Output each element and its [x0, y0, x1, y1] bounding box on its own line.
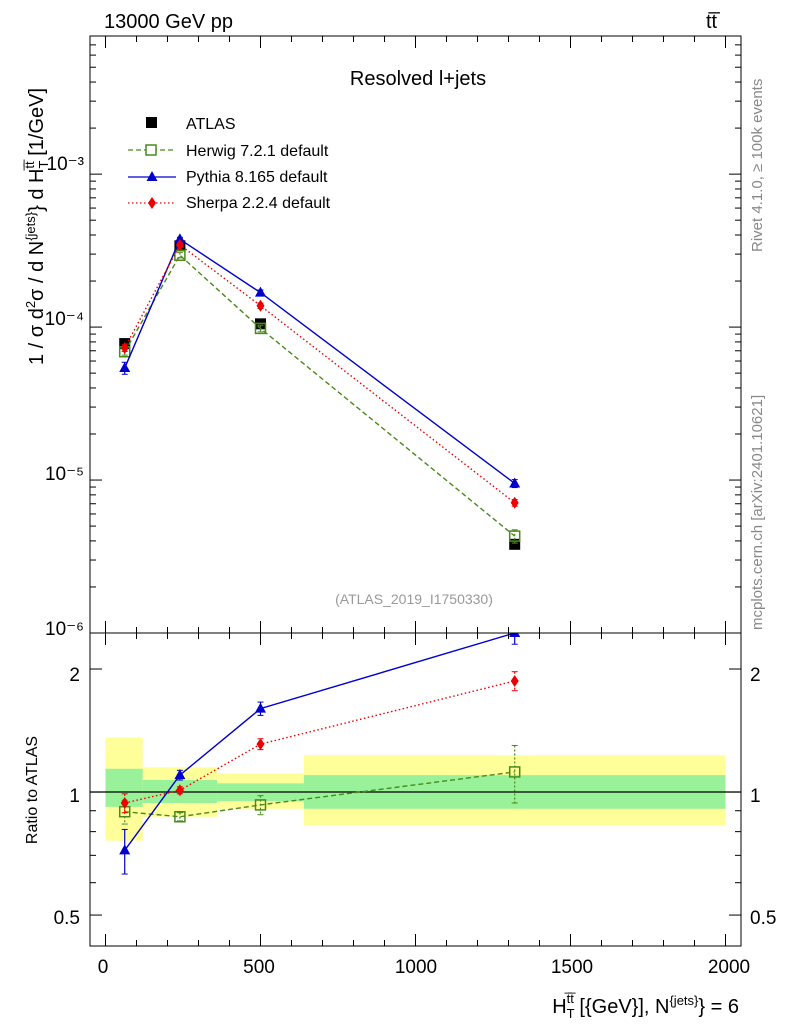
ratio-point-pythia: [119, 844, 131, 855]
ratio-y-tick-label: 0.5: [54, 908, 80, 929]
main-title: Resolved l+jets: [350, 68, 486, 90]
legend-marker-herwig: [145, 144, 157, 156]
ratio-point-sherpa: [256, 738, 265, 751]
legend-label-sherpa: Sherpa 2.2.4 default: [186, 195, 331, 212]
main-y-tick-label: 10⁻⁵: [45, 464, 84, 485]
ratio-y-tick-label: 1: [69, 786, 80, 807]
x-tick-label: 1500: [551, 957, 593, 978]
energy-label: 13000 GeV pp: [104, 11, 233, 33]
x-tick-label: 2000: [708, 957, 750, 978]
main-point-pythia: [255, 286, 266, 297]
ratio-y-tick-labels-right: 0.5 1 2: [750, 665, 776, 929]
main-y-tick-label: 10⁻³: [47, 154, 85, 175]
ratio-point-pythia: [255, 702, 266, 713]
analysis-id: (ATLAS_2019_I1750330): [335, 591, 493, 607]
ratio-y-tick-labels-left: 0.5 1 2: [54, 665, 80, 929]
legend: ATLAS Herwig 7.2.1 default Pythia 8.165 …: [128, 116, 331, 212]
ratio-panel: Ratio to ATLAS 0.5 1 2 0.5 1 2 0 500 100…: [24, 632, 776, 1021]
ratio-line-sherpa: [124, 680, 515, 804]
main-panel: Resolved l+jets (ATLAS_2019_I1750330) 1 …: [22, 35, 742, 640]
x-tick-labels: 0 500 1000 1500 2000: [98, 957, 750, 978]
main-line-herwig: [124, 254, 516, 537]
ratio-point-herwig: [254, 799, 267, 811]
legend-label-herwig: Herwig 7.2.1 default: [186, 143, 329, 160]
main-point-sherpa: [120, 341, 129, 354]
ratio-point-pythia: [174, 769, 186, 780]
x-tick-label: 1000: [395, 957, 437, 978]
ratio-point-sherpa: [510, 674, 519, 687]
main-y-tick-label: 10⁻⁶: [45, 619, 84, 640]
main-y-label: 1 / σ d2σ / d N{jets}} d HTt̅t̅ [1/GeV]: [22, 88, 51, 365]
ratio-point-pythia: [509, 633, 521, 637]
legend-label-pythia: Pythia 8.165 default: [186, 169, 328, 186]
main-point-sherpa: [256, 299, 265, 312]
main-point-atlas: [509, 538, 521, 550]
main-point-pythia: [509, 477, 521, 488]
ratio-point-herwig: [174, 811, 186, 823]
ratio-y-tick-label-right: 1: [750, 786, 761, 807]
x-tick-label: 0: [98, 957, 109, 978]
ratio-line-herwig: [124, 771, 515, 818]
legend-marker-pythia: [146, 171, 158, 181]
main-point-sherpa: [510, 496, 519, 509]
main-point-herwig: [254, 322, 267, 335]
ratio-line-pythia: [124, 633, 515, 851]
x-axis-label: HTt̅t̅ [{GeV}], N{jets}} = 6: [552, 991, 739, 1021]
main-point-herwig: [508, 530, 521, 542]
main-line-pythia: [124, 238, 516, 485]
ratio-point-sherpa: [175, 784, 184, 797]
main-y-tick-labels: 10⁻⁶ 10⁻⁵ 10⁻⁴ 10⁻³: [45, 154, 84, 640]
mcplots-label: mcplots.cern.ch [arXiv:2401.10621]: [749, 395, 766, 630]
main-point-sherpa: [175, 238, 184, 251]
process-label: tt̅: [706, 11, 720, 33]
legend-marker-atlas: [146, 117, 157, 128]
ratio-y-tick-label: 2: [69, 665, 80, 686]
ratio-y-tick-label-right: 2: [750, 665, 761, 686]
main-point-pythia: [174, 233, 186, 244]
ratio-point-herwig: [508, 766, 521, 778]
legend-label-atlas: ATLAS: [186, 116, 236, 133]
main-point-pythia: [119, 362, 131, 373]
main-y-tick-label: 10⁻⁴: [45, 309, 84, 330]
x-tick-label: 500: [243, 957, 275, 978]
main-line-sherpa: [124, 243, 516, 504]
ratio-point-sherpa: [120, 797, 129, 810]
rivet-label: Rivet 4.1.0, ≥ 100k events: [749, 79, 766, 252]
legend-marker-sherpa: [148, 197, 156, 209]
ratio-y-label: Ratio to ATLAS: [24, 736, 41, 844]
ratio-y-tick-label-right: 0.5: [750, 908, 776, 929]
